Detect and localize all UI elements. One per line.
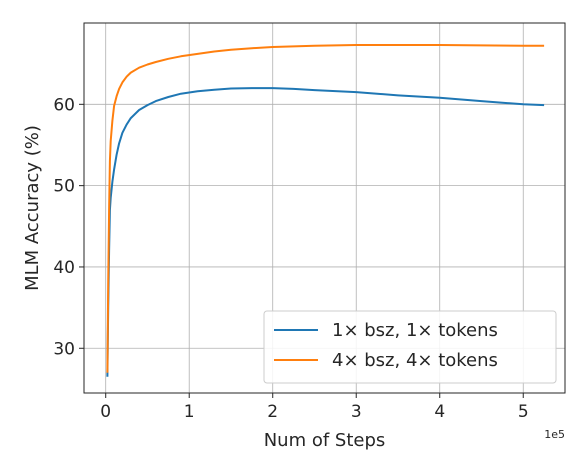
- x-tick-label: 1: [184, 402, 195, 422]
- y-axis-label: MLM Accuracy (%): [22, 125, 43, 291]
- series-line-2: [106, 44, 545, 373]
- y-tick-label: 30: [53, 339, 75, 359]
- legend-label-series-1: 1× bsz, 1× tokens: [332, 320, 498, 341]
- x-axis-label: Num of Steps: [264, 430, 386, 451]
- x-tick-label: 4: [434, 402, 445, 422]
- x-tick-label: 5: [518, 402, 529, 422]
- x-tick-label: 0: [100, 402, 111, 422]
- grid-lines: [84, 23, 565, 393]
- series-layer: [106, 44, 545, 377]
- x-tick-label: 3: [351, 402, 362, 422]
- plot-frame: [83, 22, 566, 394]
- legend-label-series-2: 4× bsz, 4× tokens: [332, 350, 498, 371]
- legend: 1× bsz, 1× tokens 4× bsz, 4× tokens: [263, 310, 557, 384]
- tick-labels: 0 1 2 3 4 5 30 40 50 60: [53, 95, 528, 422]
- series-line-1: [106, 87, 545, 377]
- y-tick-label: 40: [53, 258, 75, 278]
- legend-frame: [263, 310, 557, 384]
- y-tick-label: 50: [53, 177, 75, 197]
- x-tick-label: 2: [267, 402, 278, 422]
- x-axis-offset-label: 1e5: [544, 428, 565, 441]
- y-tick-label: 60: [53, 95, 75, 115]
